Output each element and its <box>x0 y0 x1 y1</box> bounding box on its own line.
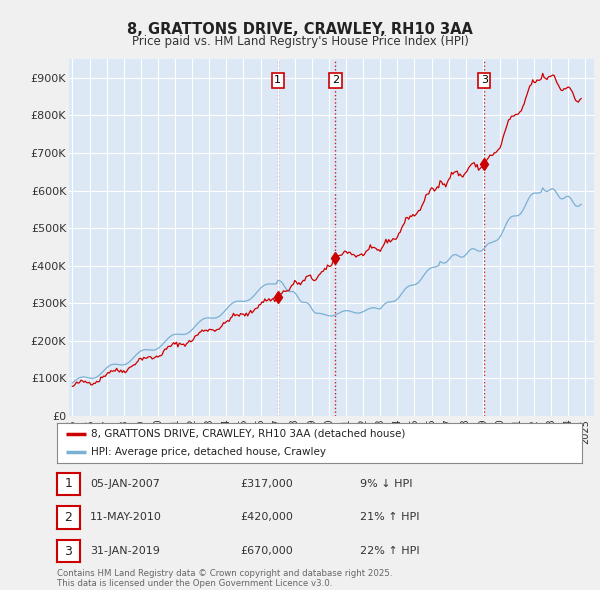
Text: HPI: Average price, detached house, Crawley: HPI: Average price, detached house, Craw… <box>91 447 326 457</box>
Text: £317,000: £317,000 <box>240 479 293 489</box>
Text: 2: 2 <box>332 76 339 86</box>
Text: 11-MAY-2010: 11-MAY-2010 <box>90 513 162 522</box>
Text: 1: 1 <box>64 477 73 490</box>
Text: 3: 3 <box>481 76 488 86</box>
Text: 8, GRATTONS DRIVE, CRAWLEY, RH10 3AA: 8, GRATTONS DRIVE, CRAWLEY, RH10 3AA <box>127 22 473 37</box>
Text: 9% ↓ HPI: 9% ↓ HPI <box>360 479 413 489</box>
Text: 31-JAN-2019: 31-JAN-2019 <box>90 546 160 556</box>
Text: 22% ↑ HPI: 22% ↑ HPI <box>360 546 419 556</box>
Text: 21% ↑ HPI: 21% ↑ HPI <box>360 513 419 522</box>
Text: £670,000: £670,000 <box>240 546 293 556</box>
Text: 3: 3 <box>64 545 73 558</box>
Text: Contains HM Land Registry data © Crown copyright and database right 2025.
This d: Contains HM Land Registry data © Crown c… <box>57 569 392 588</box>
Text: 8, GRATTONS DRIVE, CRAWLEY, RH10 3AA (detached house): 8, GRATTONS DRIVE, CRAWLEY, RH10 3AA (de… <box>91 429 406 439</box>
Text: 2: 2 <box>64 511 73 524</box>
Text: £420,000: £420,000 <box>240 513 293 522</box>
Text: Price paid vs. HM Land Registry's House Price Index (HPI): Price paid vs. HM Land Registry's House … <box>131 35 469 48</box>
Text: 1: 1 <box>274 76 281 86</box>
Text: 05-JAN-2007: 05-JAN-2007 <box>90 479 160 489</box>
